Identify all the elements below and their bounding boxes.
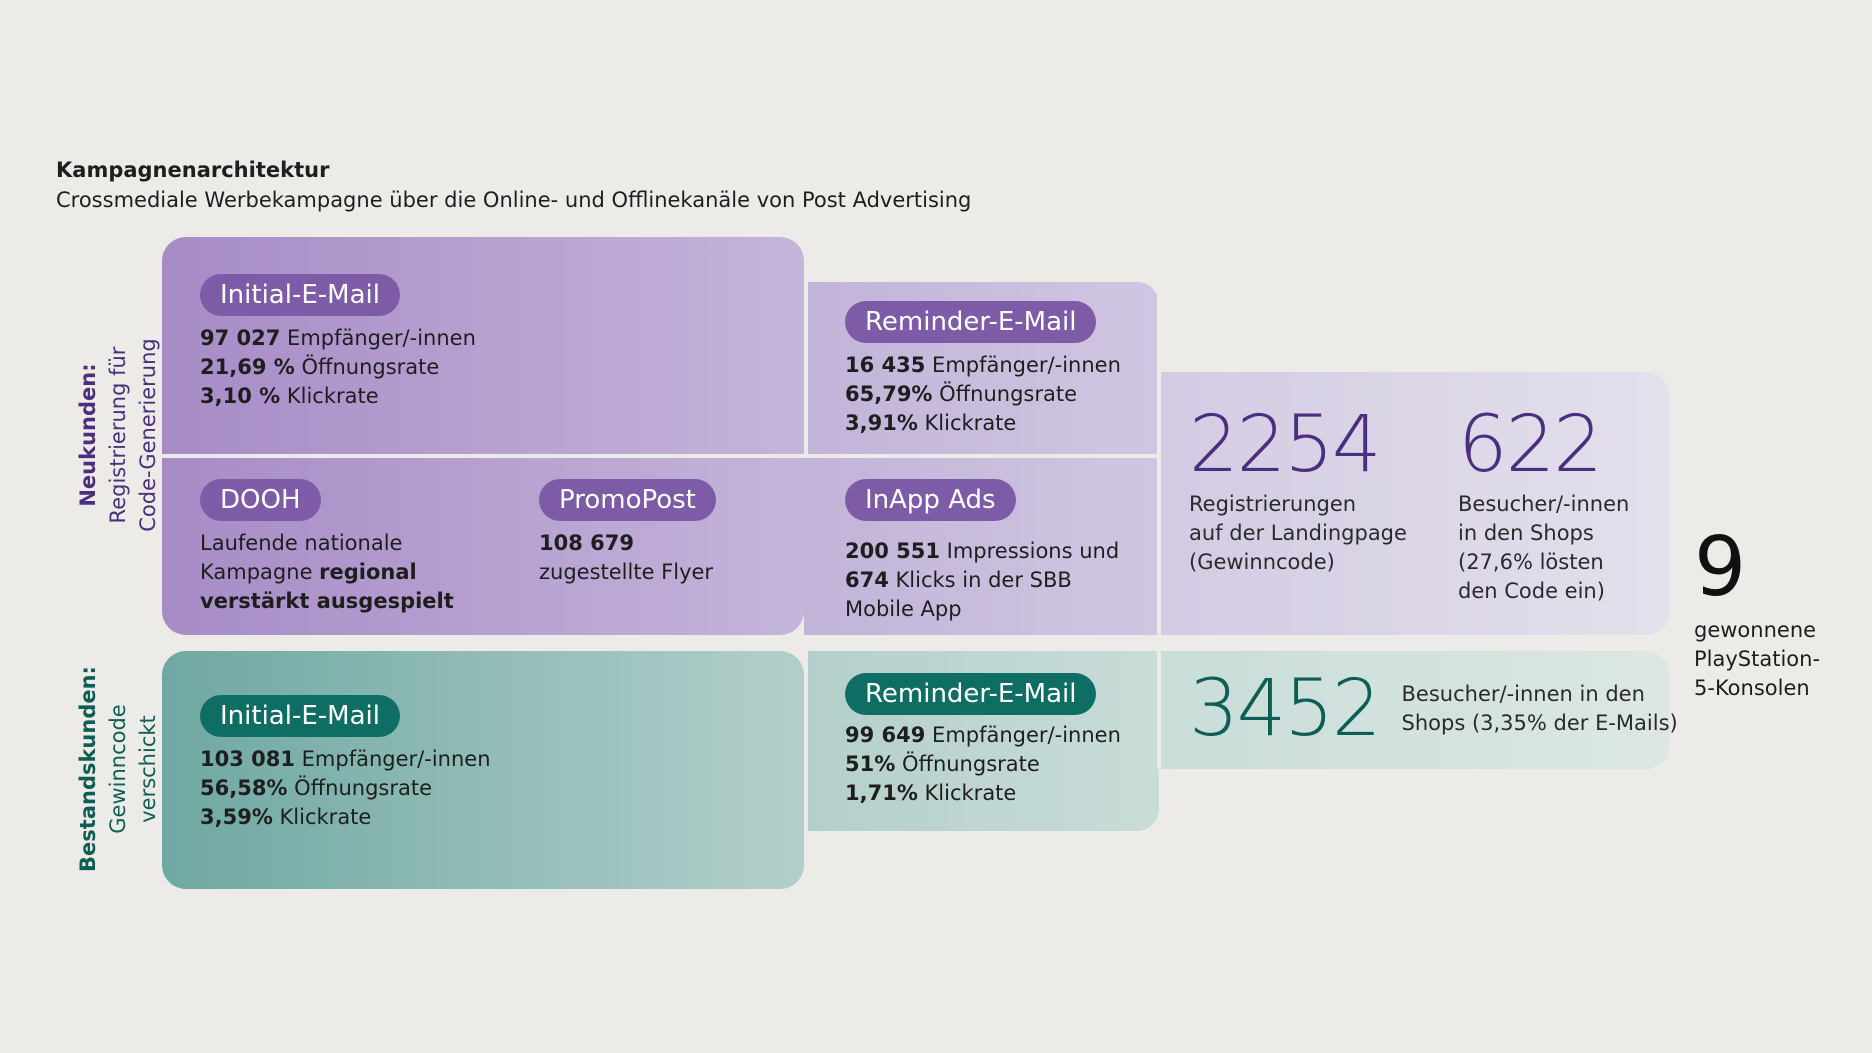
inapp-stats: 200 551 Impressions und 674 Klicks in de…: [845, 537, 1119, 624]
bestandskunden-label-line1: Gewinncode: [106, 704, 130, 834]
neukunden-col-divider-1: [804, 282, 808, 454]
stat-label: Empfänger/-innen: [925, 353, 1121, 377]
dooh-line-bold: verstärkt ausgespielt: [200, 589, 454, 613]
promopost-pill: PromoPost: [539, 479, 716, 521]
stat-value: 674: [845, 568, 889, 592]
stat-label: zugestellte Flyer: [539, 560, 714, 584]
stat-value: 200 551: [845, 539, 940, 563]
neukunden-row-divider: [162, 454, 1159, 458]
final-line: PlayStation-: [1694, 647, 1821, 671]
bestandskunden-reminder-stats: 99 649 Empfänger/-innen 51% Öffnungsrate…: [845, 721, 1121, 808]
inapp-pill: InApp Ads: [845, 479, 1016, 521]
bestandskunden-col-divider-1: [804, 651, 808, 831]
final-line: gewonnene: [1694, 618, 1817, 642]
registrations-number: 2254: [1189, 400, 1382, 490]
bestandskunden-result: 3452 Besucher/-innen in den Shops (3,35%…: [1189, 664, 1678, 754]
result-line: in den Shops: [1458, 521, 1594, 545]
shop-visitors-number: 622: [1458, 400, 1603, 490]
bestandskunden-label-bold: Bestandskunden:: [76, 666, 100, 872]
page-title: Kampagnenarchitektur: [56, 158, 330, 182]
result-line: Besucher/-innen: [1458, 492, 1630, 516]
stat-label: Öffnungsrate: [287, 776, 432, 800]
final-result: 9 gewonnene PlayStation- 5-Konsolen: [1694, 520, 1820, 703]
stat-label: Öffnungsrate: [895, 752, 1040, 776]
stat-label: Klickrate: [917, 411, 1017, 435]
result-line: Shops (3,35% der E-Mails): [1401, 711, 1678, 735]
result-line: Registrierungen: [1189, 492, 1357, 516]
inapp-block: InApp Ads 200 551 Impressions und 674 Kl…: [845, 479, 1119, 624]
neukunden-initial-stats: 97 027 Empfänger/-innen 21,69 % Öffnungs…: [200, 324, 476, 411]
stat-label: Klickrate: [917, 781, 1017, 805]
neukunden-label-line2: Code-Generierung: [136, 338, 160, 532]
neukunden-side-label: Neukunden: Registrierung für Code-Generi…: [73, 275, 169, 595]
neukunden-reminder-block: Reminder-E-Mail 16 435 Empfänger/-innen …: [845, 301, 1121, 438]
stat-value: 99 649: [845, 723, 926, 747]
stat-label: Empfänger/-innen: [925, 723, 1121, 747]
bestandskunden-reminder-block: Reminder-E-Mail 99 649 Empfänger/-innen …: [845, 673, 1121, 808]
neukunden-label-line1: Registrierung für: [106, 346, 130, 524]
result-line: Besucher/-innen in den: [1401, 682, 1645, 706]
stat-label: Empfänger/-innen: [280, 326, 476, 350]
dooh-text: Laufende nationale Kampagne regional ver…: [200, 529, 454, 616]
stat-value: 3,59%: [200, 805, 273, 829]
registrations-result: 2254 Registrierungen auf der Landingpage…: [1189, 400, 1407, 577]
promopost-block: PromoPost 108 679 zugestellte Flyer: [539, 479, 716, 587]
stat-value: 56,58%: [200, 776, 288, 800]
stat-value: 51%: [845, 752, 896, 776]
neukunden-result-panel: [1159, 372, 1670, 635]
stat-label: Mobile App: [845, 597, 962, 621]
dooh-line-bold: regional: [319, 560, 417, 584]
stat-label: Empfänger/-innen: [294, 747, 491, 771]
neukunden-label-bold: Neukunden:: [76, 363, 100, 507]
registrations-text: Registrierungen auf der Landingpage (Gew…: [1189, 490, 1407, 577]
stat-value: 21,69 %: [200, 355, 295, 379]
result-line: (27,6% lösten: [1458, 550, 1604, 574]
dooh-pill: DOOH: [200, 479, 321, 521]
neukunden-col-divider-2: [1157, 282, 1161, 635]
bestandskunden-initial-stats: 103 081 Empfänger/-innen 56,58% Öffnungs…: [200, 745, 491, 832]
shop-visitors-text: Besucher/-innen in den Shops (27,6% löst…: [1458, 490, 1629, 606]
stat-label: Öffnungsrate: [294, 355, 440, 379]
bestandskunden-reminder-pill: Reminder-E-Mail: [845, 673, 1097, 715]
page-subtitle: Crossmediale Werbekampagne über die Onli…: [56, 188, 972, 212]
stat-value: 3,91%: [845, 411, 918, 435]
stat-value: 103 081: [200, 747, 295, 771]
stat-value: 97 027: [200, 326, 281, 350]
dooh-line: Kampagne: [200, 560, 320, 584]
stat-label: Öffnungsrate: [932, 382, 1077, 406]
stat-value: 108 679: [539, 531, 634, 555]
bestandskunden-result-panel: [1159, 651, 1670, 769]
final-line: 5-Konsolen: [1694, 676, 1810, 700]
bestandskunden-label-line2: verschickt: [136, 715, 160, 823]
shop-visitors-result: 622 Besucher/-innen in den Shops (27,6% …: [1458, 400, 1629, 606]
bestandskunden-result-text: Besucher/-innen in den Shops (3,35% der …: [1402, 680, 1678, 738]
promopost-stats: 108 679 zugestellte Flyer: [539, 529, 716, 587]
stat-value: 16 435: [845, 353, 926, 377]
bestandskunden-result-number: 3452: [1189, 664, 1382, 754]
neukunden-reminder-stats: 16 435 Empfänger/-innen 65,79% Öffnungsr…: [845, 351, 1121, 438]
bestandskunden-initial-pill: Initial-E-Mail: [200, 695, 400, 737]
bestandskunden-col-divider-2: [1157, 651, 1161, 769]
dooh-line: Laufende nationale: [200, 531, 403, 555]
bestandskunden-side-label: Bestandskunden: Gewinncode verschickt: [73, 609, 169, 929]
bestandskunden-initial-block: Initial-E-Mail 103 081 Empfänger/-innen …: [200, 695, 491, 832]
result-line: (Gewinncode): [1189, 550, 1335, 574]
result-line: den Code ein): [1458, 579, 1605, 603]
neukunden-reminder-pill: Reminder-E-Mail: [845, 301, 1097, 343]
stat-value: 65,79%: [845, 382, 933, 406]
stat-value: 1,71%: [845, 781, 918, 805]
dooh-block: DOOH Laufende nationale Kampagne regiona…: [200, 479, 454, 616]
neukunden-initial-block: Initial-E-Mail 97 027 Empfänger/-innen 2…: [200, 274, 476, 411]
stat-label: Impressions und: [939, 539, 1120, 563]
stat-label: Klicks in der SBB: [888, 568, 1072, 592]
stat-label: Klickrate: [272, 805, 372, 829]
stat-value: 3,10 %: [200, 384, 281, 408]
final-number: 9: [1694, 520, 1747, 615]
neukunden-initial-pill: Initial-E-Mail: [200, 274, 400, 316]
bestandskunden-initial-panel: [162, 651, 804, 889]
final-text: gewonnene PlayStation- 5-Konsolen: [1694, 616, 1820, 703]
result-line: auf der Landingpage: [1189, 521, 1407, 545]
stat-label: Klickrate: [280, 384, 379, 408]
